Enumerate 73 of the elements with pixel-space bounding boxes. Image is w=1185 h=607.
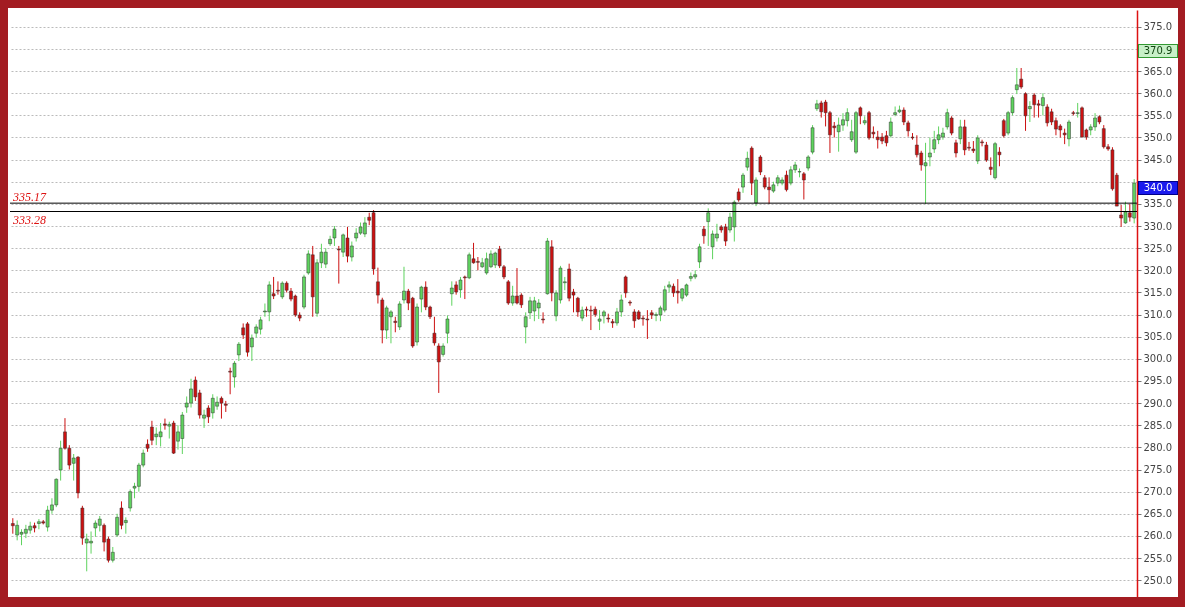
candlestick: [484, 252, 489, 276]
candlestick: [645, 309, 650, 340]
y-tick-label: 360.0: [1143, 87, 1173, 99]
candlestick: [784, 170, 789, 192]
candlestick: [1045, 103, 1050, 127]
candlestick: [510, 285, 515, 307]
candlestick: [975, 134, 980, 165]
candlestick: [128, 488, 132, 513]
y-tick-label: 275.0: [1143, 464, 1173, 476]
candlestick: [949, 115, 954, 136]
candlestick: [1019, 67, 1023, 90]
y-tick-label: 255.0: [1143, 552, 1173, 564]
y-tick-label: 375.0: [1143, 21, 1173, 33]
candlestick: [450, 280, 454, 307]
candlestick: [180, 411, 185, 455]
candlestick: [219, 395, 224, 420]
y-tick-label: 295.0: [1143, 375, 1173, 387]
y-tick-label: 260.0: [1143, 530, 1173, 542]
candlestick: [706, 207, 711, 247]
candlestick: [536, 298, 541, 320]
candlestick: [210, 393, 215, 420]
candlestick: [836, 117, 841, 153]
candlestick: [541, 311, 545, 324]
candlestick: [576, 296, 580, 318]
y-tick-label: 290.0: [1143, 397, 1173, 409]
candlestick: [945, 108, 950, 131]
ref-line-label: 333.28: [12, 212, 46, 227]
candlestick: [845, 107, 850, 127]
candlestick: [702, 225, 706, 245]
text: 340.0: [1138, 181, 1178, 195]
candlestick: [237, 341, 241, 362]
y-tick-label: 355.0: [1143, 109, 1173, 121]
y-tick-label: 310.0: [1143, 309, 1173, 321]
y-tick-label: 320.0: [1143, 264, 1173, 276]
candlestick: [1101, 124, 1106, 150]
candlestick: [697, 243, 702, 269]
text: 370.9: [1138, 44, 1178, 58]
candlestick: [962, 119, 967, 156]
y-tick-label: 350.0: [1143, 131, 1173, 143]
candlestick: [89, 530, 93, 555]
candlestick: [815, 99, 819, 112]
candlestick: [1015, 67, 1019, 95]
candlestick: [458, 276, 463, 299]
y-tick-label: 325.0: [1143, 242, 1173, 254]
ref-line-label: 335.17: [12, 190, 47, 205]
y-tick-label: 330.0: [1143, 220, 1173, 232]
candlestick: [632, 308, 637, 329]
candlestick: [323, 247, 328, 269]
y-tick-label: 315.0: [1143, 286, 1173, 298]
y-tick-label: 345.0: [1143, 154, 1173, 166]
candlestick: [532, 296, 537, 322]
y-tick-label: 280.0: [1143, 441, 1173, 453]
candlestick: [758, 154, 763, 176]
candlestick: [419, 285, 424, 313]
candlestick: [506, 279, 511, 306]
candlestick: [628, 299, 632, 307]
candlestick: [163, 418, 167, 431]
y-tick-label: 285.0: [1143, 419, 1173, 431]
candlestick: [597, 309, 602, 331]
candlestick: [345, 226, 350, 263]
y-tick-label: 300.0: [1143, 353, 1173, 365]
y-tick-label: 265.0: [1143, 508, 1173, 520]
candlestick: [232, 360, 237, 389]
y-tick-label: 270.0: [1143, 486, 1173, 498]
candlestick: [689, 272, 693, 282]
candlestick: [332, 225, 337, 247]
y-tick-label: 250.0: [1143, 574, 1173, 586]
y-tick-label: 335.0: [1143, 198, 1173, 210]
candlestick: [445, 314, 450, 344]
y-tick-label: 365.0: [1143, 65, 1173, 77]
candlestick: [158, 422, 163, 447]
candlestick: [1023, 91, 1028, 132]
y-tick-label: 305.0: [1143, 331, 1173, 343]
